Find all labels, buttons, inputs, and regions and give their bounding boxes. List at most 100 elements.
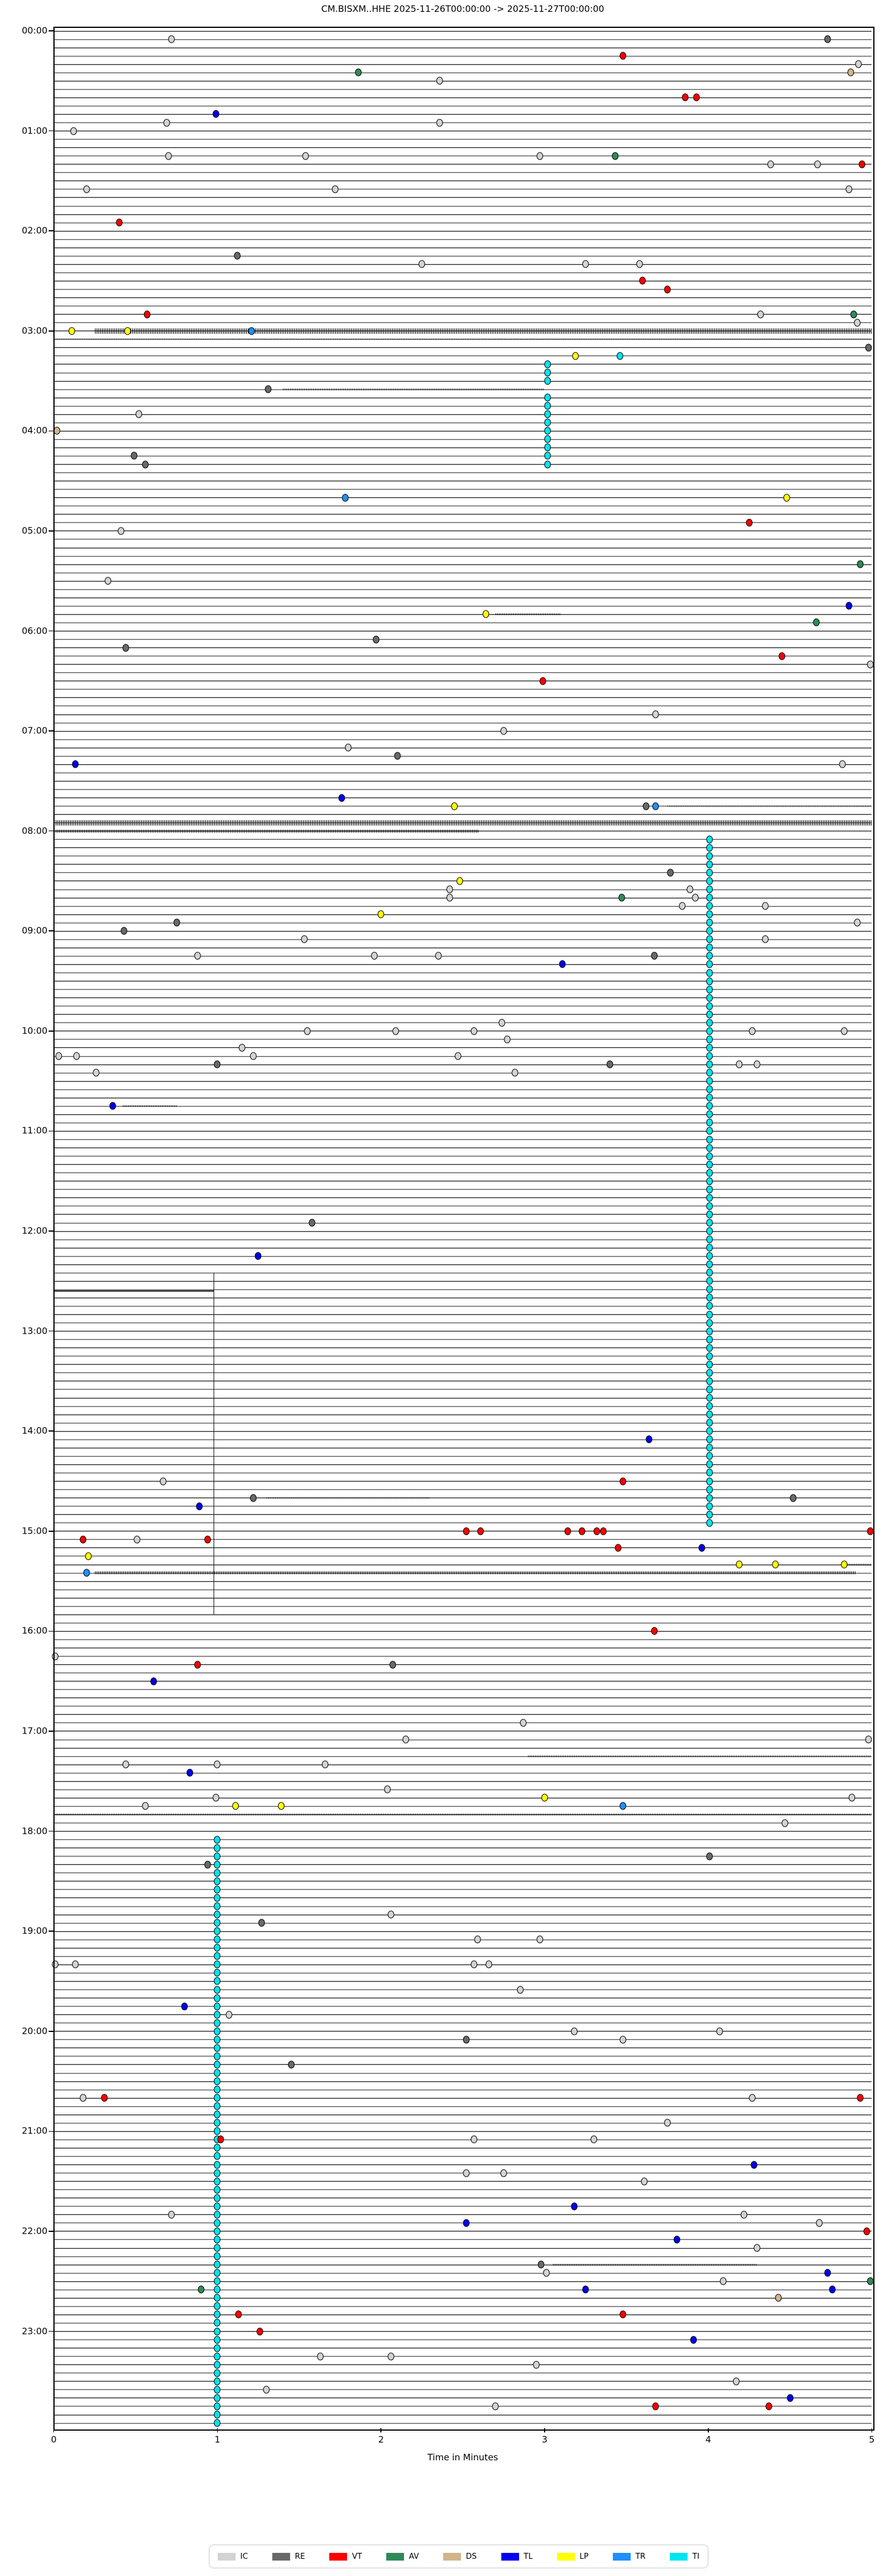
event-marker-LP[interactable] bbox=[482, 610, 489, 618]
event-marker-chain-TI[interactable] bbox=[706, 877, 713, 885]
event-marker-IC[interactable] bbox=[536, 152, 543, 160]
event-marker-chain-TI[interactable] bbox=[706, 1202, 713, 1210]
event-marker-chain-TI[interactable] bbox=[706, 1385, 713, 1394]
event-marker-IC[interactable] bbox=[371, 952, 378, 960]
event-marker-chain-TI[interactable] bbox=[544, 443, 551, 451]
event-marker-IC[interactable] bbox=[304, 1027, 311, 1035]
event-marker-chain-TI[interactable] bbox=[706, 1352, 713, 1360]
event-marker-chain-TI[interactable] bbox=[706, 1519, 713, 1527]
event-marker-RE[interactable] bbox=[706, 1852, 713, 1861]
event-marker-VT[interactable] bbox=[778, 652, 785, 660]
event-marker-DS[interactable] bbox=[775, 2294, 782, 2302]
event-marker-RE[interactable] bbox=[606, 1060, 613, 1068]
event-marker-IC[interactable] bbox=[52, 1652, 59, 1661]
event-marker-TL[interactable] bbox=[698, 1544, 705, 1552]
event-marker-chain-TI[interactable] bbox=[214, 1844, 221, 1852]
event-marker-RE[interactable] bbox=[258, 1919, 265, 1927]
event-marker-RE[interactable] bbox=[667, 869, 674, 877]
event-marker-chain-TI[interactable] bbox=[214, 2060, 221, 2069]
event-marker-IC[interactable] bbox=[133, 1535, 141, 1544]
event-marker-TR[interactable] bbox=[652, 802, 659, 810]
event-marker-RE[interactable] bbox=[389, 1661, 396, 1669]
event-marker-chain-TI[interactable] bbox=[706, 1277, 713, 1285]
event-marker-chain-TI[interactable] bbox=[214, 2310, 221, 2319]
event-marker-LP[interactable] bbox=[278, 1802, 285, 1810]
event-marker-IC[interactable] bbox=[781, 1819, 788, 1827]
event-marker-IC[interactable] bbox=[168, 35, 175, 43]
event-marker-chain-TI[interactable] bbox=[214, 2127, 221, 2135]
event-marker-chain-TI[interactable] bbox=[706, 910, 713, 918]
event-marker-chain-TI[interactable] bbox=[706, 1319, 713, 1327]
event-marker-IC[interactable] bbox=[749, 1027, 756, 1035]
event-marker-VT[interactable] bbox=[619, 52, 626, 60]
event-marker-chain-TI[interactable] bbox=[214, 1968, 221, 1977]
event-marker-IC[interactable] bbox=[332, 185, 339, 193]
event-marker-chain-TI[interactable] bbox=[706, 1068, 713, 1077]
event-marker-IC[interactable] bbox=[117, 527, 125, 535]
event-marker-chain-TI[interactable] bbox=[544, 368, 551, 377]
event-marker-IC[interactable] bbox=[865, 1735, 872, 1744]
event-marker-IC[interactable] bbox=[736, 1060, 743, 1068]
event-marker-chain-TI[interactable] bbox=[706, 869, 713, 877]
event-marker-VT[interactable] bbox=[863, 2227, 870, 2235]
event-marker-chain-TI[interactable] bbox=[214, 1869, 221, 1877]
event-marker-IC[interactable] bbox=[384, 1785, 391, 1793]
event-marker-chain-TI[interactable] bbox=[214, 2119, 221, 2127]
event-marker-chain-TI[interactable] bbox=[214, 2260, 221, 2269]
event-marker-RE[interactable] bbox=[173, 918, 180, 927]
event-marker-IC[interactable] bbox=[762, 935, 769, 943]
event-marker-chain-TI[interactable] bbox=[214, 1986, 221, 1993]
event-marker-IC[interactable] bbox=[716, 2027, 723, 2036]
event-marker-chain-TI[interactable] bbox=[214, 1919, 221, 1927]
event-marker-chain-TI[interactable] bbox=[706, 1268, 713, 1277]
event-marker-RE[interactable] bbox=[790, 1494, 797, 1502]
event-marker-VT[interactable] bbox=[217, 2135, 224, 2144]
event-marker-chain-TI[interactable] bbox=[706, 1235, 713, 1244]
event-marker-IC[interactable] bbox=[753, 1060, 761, 1068]
event-marker-IC[interactable] bbox=[83, 185, 90, 193]
event-marker-chain-TI[interactable] bbox=[706, 1152, 713, 1160]
event-marker-chain-TI[interactable] bbox=[214, 2327, 221, 2336]
event-marker-IC[interactable] bbox=[168, 2211, 175, 2219]
event-marker-TL[interactable] bbox=[255, 1252, 262, 1260]
event-marker-chain-TI[interactable] bbox=[214, 2402, 221, 2410]
event-marker-chain-TI[interactable] bbox=[706, 1019, 713, 1027]
event-marker-VT[interactable] bbox=[116, 218, 123, 227]
event-marker-chain-TI[interactable] bbox=[544, 418, 551, 427]
event-marker-chain-TI[interactable] bbox=[214, 2252, 221, 2260]
event-marker-chain-TI[interactable] bbox=[214, 1852, 221, 1861]
event-marker-AV[interactable] bbox=[867, 2277, 874, 2285]
event-marker-VT[interactable] bbox=[204, 1535, 211, 1544]
event-marker-chain-TI[interactable] bbox=[214, 2227, 221, 2235]
event-marker-chain-TI[interactable] bbox=[214, 2377, 221, 2386]
event-marker-IC[interactable] bbox=[402, 1735, 409, 1744]
event-marker-chain-TI[interactable] bbox=[706, 994, 713, 1002]
event-marker-VT[interactable] bbox=[619, 1477, 626, 1486]
event-marker-IC[interactable] bbox=[582, 260, 589, 268]
event-marker-TL[interactable] bbox=[845, 602, 853, 610]
event-marker-IC[interactable] bbox=[757, 310, 764, 319]
event-marker-IC[interactable] bbox=[214, 1760, 221, 1769]
event-marker-IC[interactable] bbox=[867, 660, 874, 669]
event-marker-chain-TI[interactable] bbox=[706, 1486, 713, 1494]
event-marker-chain-TI[interactable] bbox=[706, 1169, 713, 1177]
event-marker-chain-TI[interactable] bbox=[214, 2277, 221, 2285]
event-marker-LP[interactable] bbox=[541, 1793, 548, 1802]
event-marker-IC[interactable] bbox=[163, 119, 170, 127]
event-marker-IC[interactable] bbox=[511, 1068, 519, 1077]
event-marker-chain-TI[interactable] bbox=[706, 1035, 713, 1044]
event-marker-IC[interactable] bbox=[590, 2135, 597, 2144]
event-marker-chain-TI[interactable] bbox=[214, 1935, 221, 1944]
event-marker-chain-TI[interactable] bbox=[706, 1394, 713, 1402]
event-marker-VT[interactable] bbox=[651, 1627, 658, 1635]
event-marker-chain-TI[interactable] bbox=[706, 1002, 713, 1010]
event-marker-VT[interactable] bbox=[101, 2094, 108, 2102]
event-marker-LP[interactable] bbox=[85, 1552, 92, 1560]
event-marker-chain-TI[interactable] bbox=[214, 2352, 221, 2361]
event-marker-AV[interactable] bbox=[612, 152, 619, 160]
event-marker-RE[interactable] bbox=[373, 635, 380, 644]
event-marker-IC[interactable] bbox=[679, 902, 686, 910]
event-marker-chain-TI[interactable] bbox=[706, 1210, 713, 1219]
event-marker-chain-TI[interactable] bbox=[706, 1510, 713, 1519]
event-marker-IC[interactable] bbox=[446, 893, 453, 902]
